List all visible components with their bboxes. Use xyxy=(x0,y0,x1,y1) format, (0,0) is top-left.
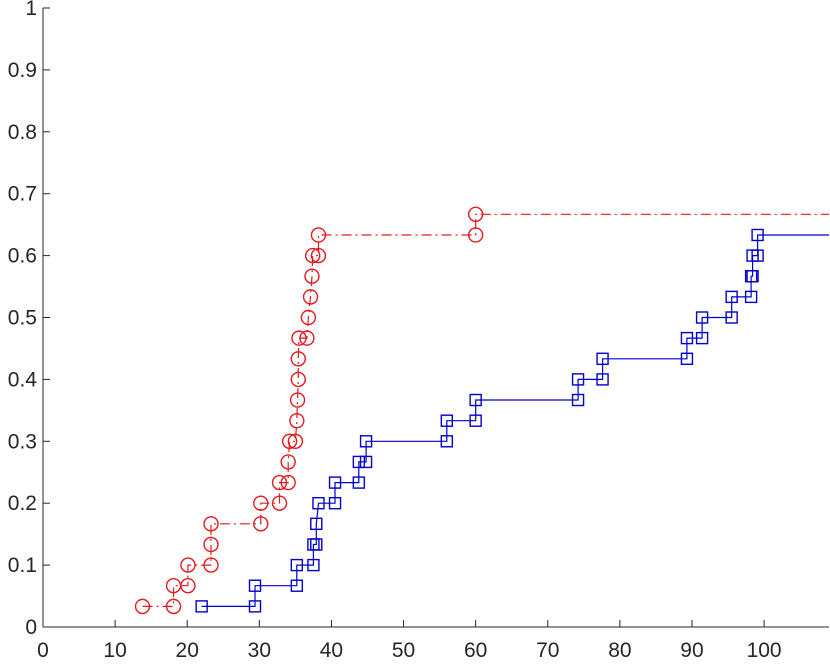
y-tick-label: 0.1 xyxy=(8,554,37,577)
series-1-line xyxy=(142,213,829,607)
series-2-line xyxy=(201,234,829,607)
series-2-marker xyxy=(310,538,323,551)
series-1-marker xyxy=(467,227,484,243)
y-tick-label: 1 xyxy=(25,0,37,20)
series-1-marker xyxy=(304,247,321,264)
x-tick-label: 60 xyxy=(464,639,487,662)
series-2-marker xyxy=(695,331,709,345)
x-tick-label: 50 xyxy=(392,639,415,662)
series-1-marker xyxy=(291,330,307,346)
series-2-marker xyxy=(440,414,454,427)
series-2-marker xyxy=(248,579,262,592)
series-1-marker xyxy=(289,392,306,408)
x-tick-label: 30 xyxy=(248,639,271,662)
series-2-marker xyxy=(680,352,694,365)
series-1-marker xyxy=(253,495,269,511)
series-2-marker xyxy=(751,228,764,242)
series-1-marker xyxy=(165,598,182,615)
series-1-marker xyxy=(203,516,219,532)
series-2-marker xyxy=(725,311,738,324)
series-2-marker xyxy=(352,455,366,469)
y-tick-label: 0.9 xyxy=(8,59,37,82)
series-2-marker xyxy=(310,517,323,531)
series-2-marker xyxy=(290,579,304,592)
series-1-marker xyxy=(280,474,296,491)
series-2-marker xyxy=(440,435,454,448)
series-2-marker xyxy=(352,476,366,489)
series-1-marker xyxy=(281,433,298,449)
series-2-marker xyxy=(596,373,609,386)
x-tick-label: 10 xyxy=(103,639,126,662)
x-tick-label: 0 xyxy=(37,639,49,662)
series-2-marker xyxy=(307,558,320,572)
x-tick-label: 20 xyxy=(176,639,199,662)
axes xyxy=(42,7,829,628)
series-2-marker xyxy=(328,497,342,510)
series-2-marker xyxy=(290,558,304,572)
series-1-marker xyxy=(134,598,151,615)
series-1-marker xyxy=(203,557,219,573)
series-2-marker xyxy=(695,311,709,324)
series-1-marker xyxy=(253,516,269,532)
y-tick-label: 0.6 xyxy=(8,245,37,268)
series-2-marker xyxy=(744,290,758,304)
series-1-marker xyxy=(467,206,484,223)
series-2-marker xyxy=(571,373,585,386)
x-tick-label: 70 xyxy=(536,639,559,662)
series-2-marker xyxy=(751,249,764,262)
series-1-marker xyxy=(290,351,306,367)
tick-labels: 0 10 20 30 40 50 60 70 80 90 100 0 0.1 0.2 0.3 0.4 0.5 0.… xyxy=(8,0,782,662)
series-1-marker xyxy=(203,536,219,553)
series-1-marker xyxy=(304,268,320,284)
x-tick-label: 90 xyxy=(680,639,703,662)
series-2-marker xyxy=(469,414,482,427)
series-2-marker xyxy=(359,455,373,469)
y-tick-label: 0.8 xyxy=(8,121,37,144)
series-2-marker xyxy=(596,352,609,365)
series-layer xyxy=(134,206,829,615)
series-1-marker xyxy=(299,330,315,346)
series-1-marker xyxy=(180,578,196,594)
series-2-marker xyxy=(328,476,342,489)
y-tick-label: 0.4 xyxy=(8,368,38,391)
series-2-marker xyxy=(359,435,373,448)
series-2-marker xyxy=(746,270,759,283)
series-1-marker xyxy=(280,454,296,470)
y-tick-label: 0.3 xyxy=(8,430,37,453)
series-2-marker xyxy=(248,600,262,613)
x-tick-label: 100 xyxy=(747,639,782,662)
y-tick-label: 0.7 xyxy=(8,183,37,206)
series-1-marker xyxy=(310,227,327,243)
series-1-marker xyxy=(302,289,319,305)
series-2-marker xyxy=(312,497,325,510)
series-1-marker xyxy=(271,474,288,491)
series-1-marker xyxy=(287,433,304,449)
series-1-marker xyxy=(289,412,305,429)
series-1-marker xyxy=(300,309,317,326)
y-tick-label: 0 xyxy=(25,616,37,639)
series-2-marker xyxy=(725,290,738,304)
series-2-marker xyxy=(571,393,585,407)
x-tick-label: 80 xyxy=(608,639,631,662)
series-2-marker xyxy=(469,393,482,407)
y-tick-label: 0.2 xyxy=(8,492,37,515)
series-1-marker xyxy=(290,371,306,388)
series-1-marker xyxy=(180,557,196,573)
x-tick-label: 40 xyxy=(320,639,343,662)
series-2-marker xyxy=(195,600,208,613)
series-2-marker xyxy=(680,331,694,345)
series-1-marker xyxy=(271,495,288,511)
y-tick-label: 0.5 xyxy=(8,307,37,330)
series-1-marker xyxy=(310,247,327,264)
